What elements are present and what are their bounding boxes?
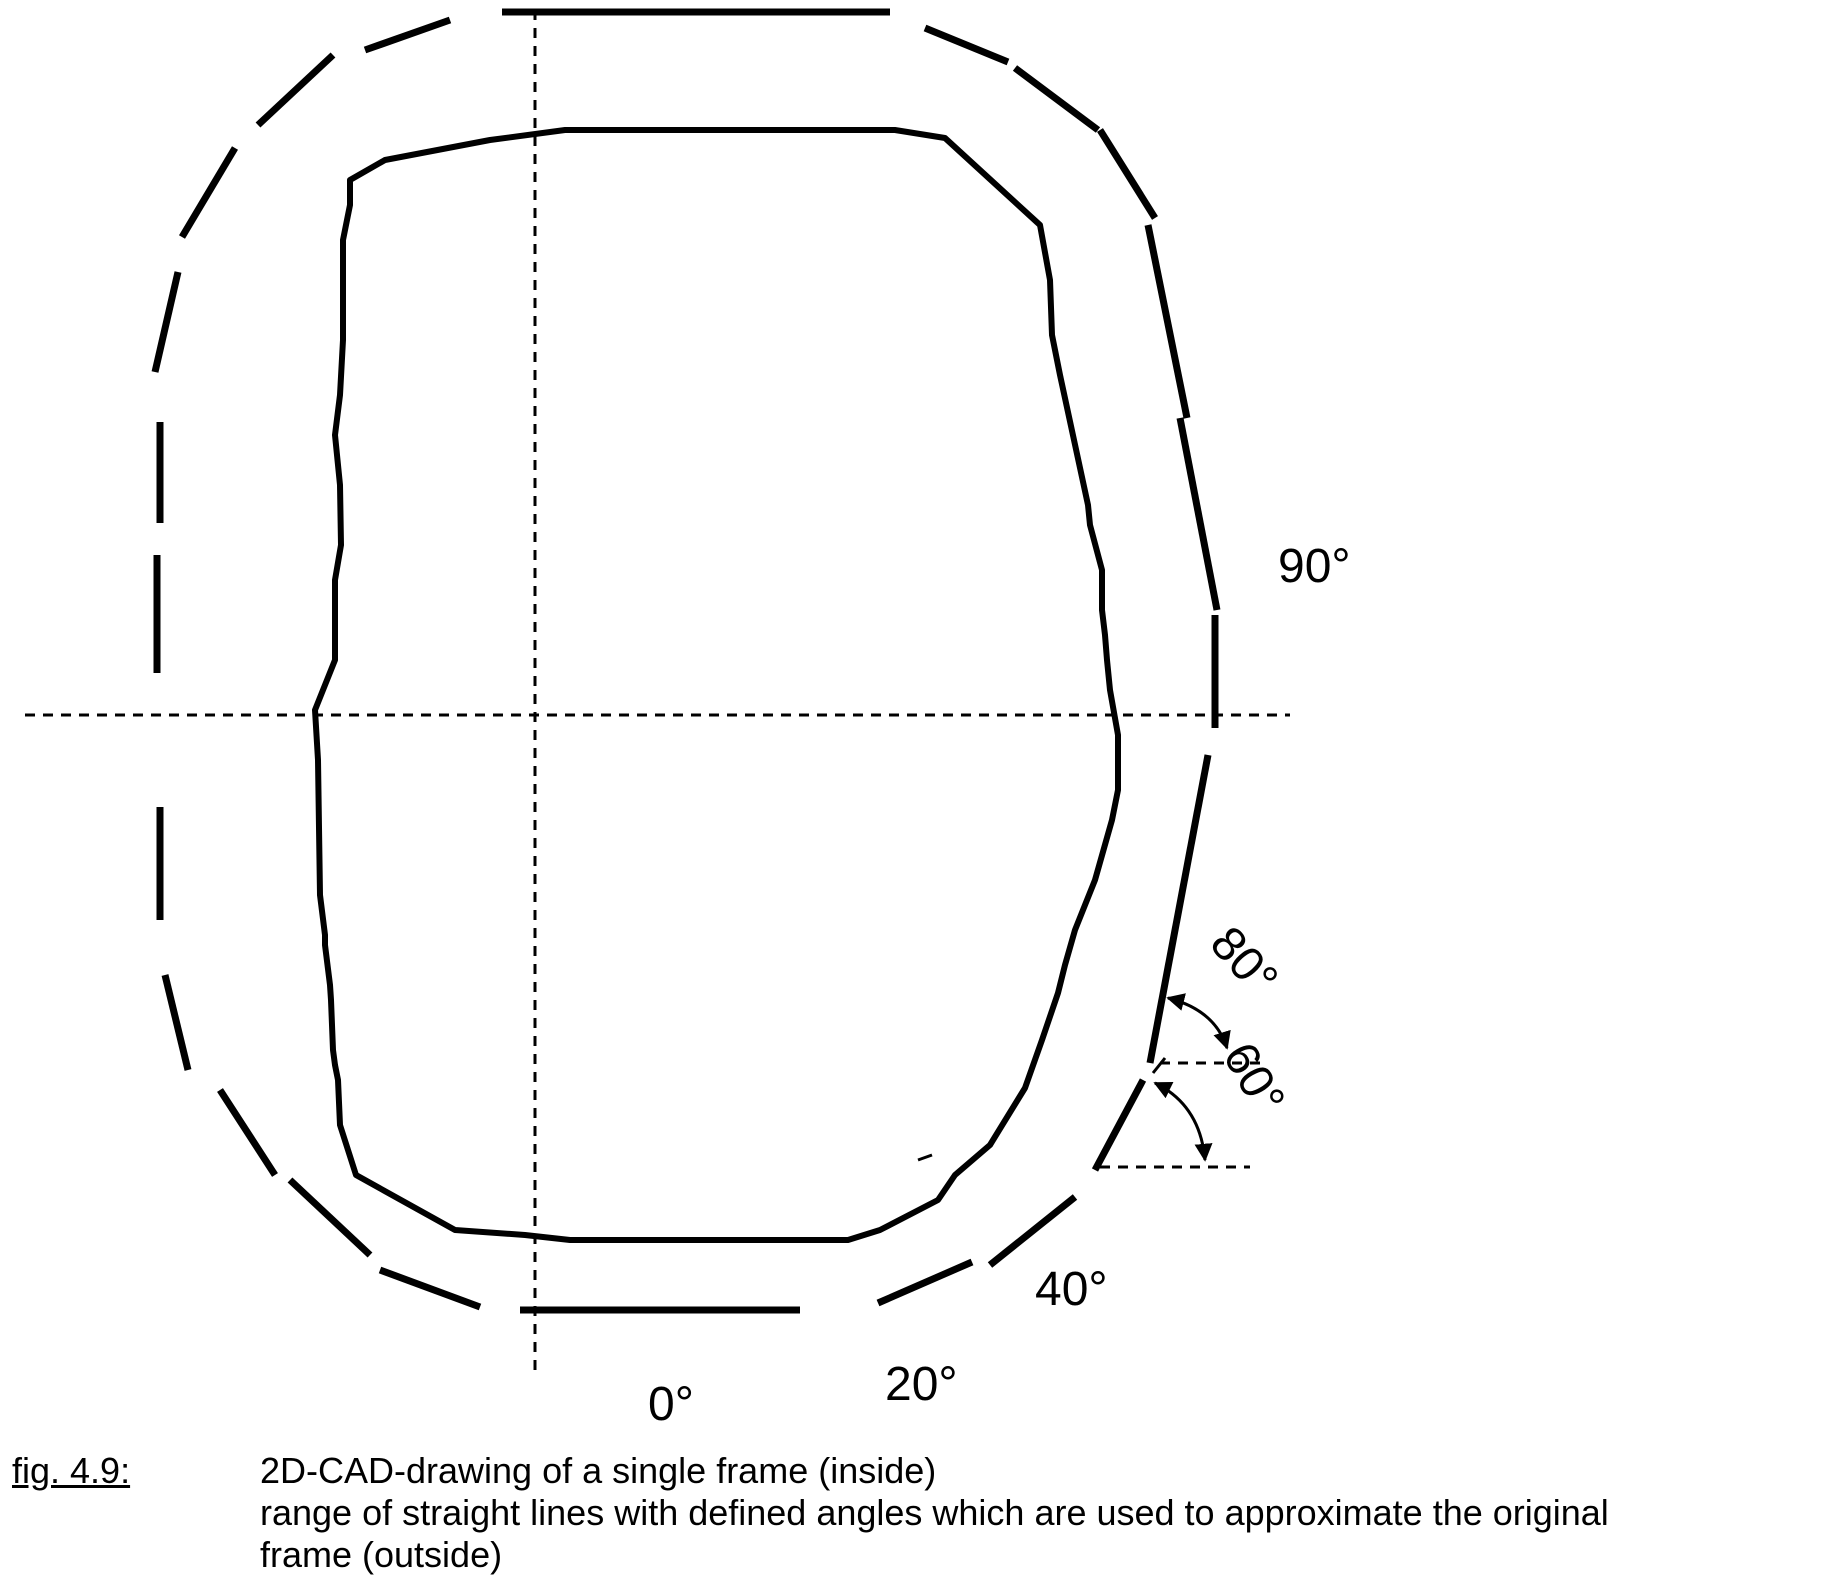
segment-bottom-left-3 <box>217 1088 278 1177</box>
caption-text: 2D-CAD-drawing of a single frame (inside… <box>260 1450 1609 1576</box>
label-60-deg: 60° <box>1212 1034 1294 1123</box>
segment-20-deg <box>876 1258 974 1307</box>
label-20-deg: 20° <box>885 1358 958 1411</box>
outer-approximation-segments <box>151 8 1221 1314</box>
arc-80-deg <box>1166 993 1231 1050</box>
segment-right-lower <box>1146 754 1212 1064</box>
angle-arcs <box>1153 993 1231 1162</box>
segment-top-right-3 <box>1097 128 1158 220</box>
frame-drawing: 90° 80° 60° 40° 20° 0° <box>25 8 1351 1431</box>
segment-left-upper-3 <box>151 271 182 373</box>
label-40-deg: 40° <box>1035 1263 1108 1316</box>
inner-frame-tick <box>917 1153 933 1162</box>
segment-40-deg <box>987 1194 1078 1268</box>
segment-60-deg <box>1091 1078 1147 1172</box>
label-90-deg: 90° <box>1278 540 1351 593</box>
segment-bottom-left-1 <box>378 1266 482 1311</box>
center-axes <box>25 10 1290 1375</box>
segment-top-right-2 <box>1012 65 1101 133</box>
figure-reference: fig. 4.9: <box>12 1450 131 1491</box>
angle-reference-lines <box>1100 1061 1265 1169</box>
segment-left-lower-1 <box>161 974 192 1071</box>
segment-top-right-1 <box>923 24 1010 66</box>
segment-top-left-2 <box>255 52 336 128</box>
segment-right-upper-2 <box>1176 417 1221 611</box>
segment-top-left-1 <box>178 146 239 239</box>
label-0-deg: 0° <box>648 1378 694 1431</box>
segment-bottom-left-2 <box>287 1177 373 1258</box>
arc-60-deg <box>1153 1081 1213 1162</box>
caption-line-2: range of straight lines with defined ang… <box>260 1492 1609 1533</box>
segment-right-upper-1 <box>1144 224 1191 419</box>
segment-top-left-3 <box>363 16 452 54</box>
junction-tick <box>1151 1057 1167 1074</box>
caption-line-3: frame (outside) <box>260 1534 503 1575</box>
label-80-deg: 80° <box>1200 917 1288 1006</box>
caption-line-1: 2D-CAD-drawing of a single frame (inside… <box>260 1450 937 1491</box>
inner-frame-outline <box>312 127 1121 1243</box>
